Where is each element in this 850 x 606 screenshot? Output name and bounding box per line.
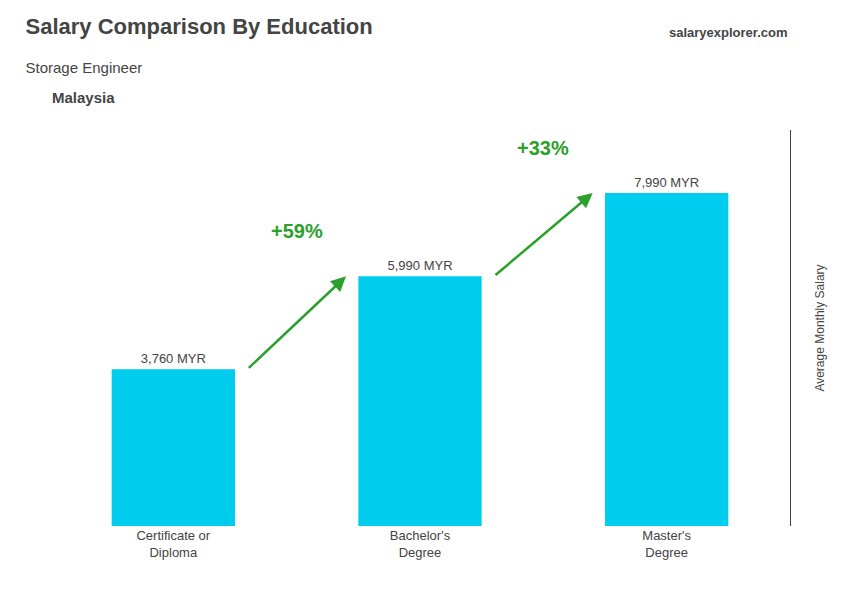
- svg-text:+59%: +59%: [271, 220, 323, 242]
- svg-text:7,990 MYR: 7,990 MYR: [634, 175, 699, 190]
- svg-text:3,760 MYR: 3,760 MYR: [141, 351, 206, 366]
- svg-text:Average Monthly Salary: Average Monthly Salary: [813, 264, 827, 391]
- svg-text:+33%: +33%: [517, 137, 569, 159]
- svg-text:Salary Comparison By Education: Salary Comparison By Education: [26, 14, 373, 39]
- svg-text:Bachelor'sDegree: Bachelor'sDegree: [390, 528, 451, 560]
- svg-text:Certificate orDiploma: Certificate orDiploma: [136, 528, 210, 560]
- svg-text:Master'sDegree: Master'sDegree: [642, 528, 691, 560]
- svg-text:Malaysia: Malaysia: [52, 89, 115, 106]
- svg-text:Storage Engineer: Storage Engineer: [26, 59, 143, 76]
- svg-text:salaryexplorer.com: salaryexplorer.com: [669, 25, 788, 40]
- svg-text:5,990 MYR: 5,990 MYR: [387, 258, 452, 273]
